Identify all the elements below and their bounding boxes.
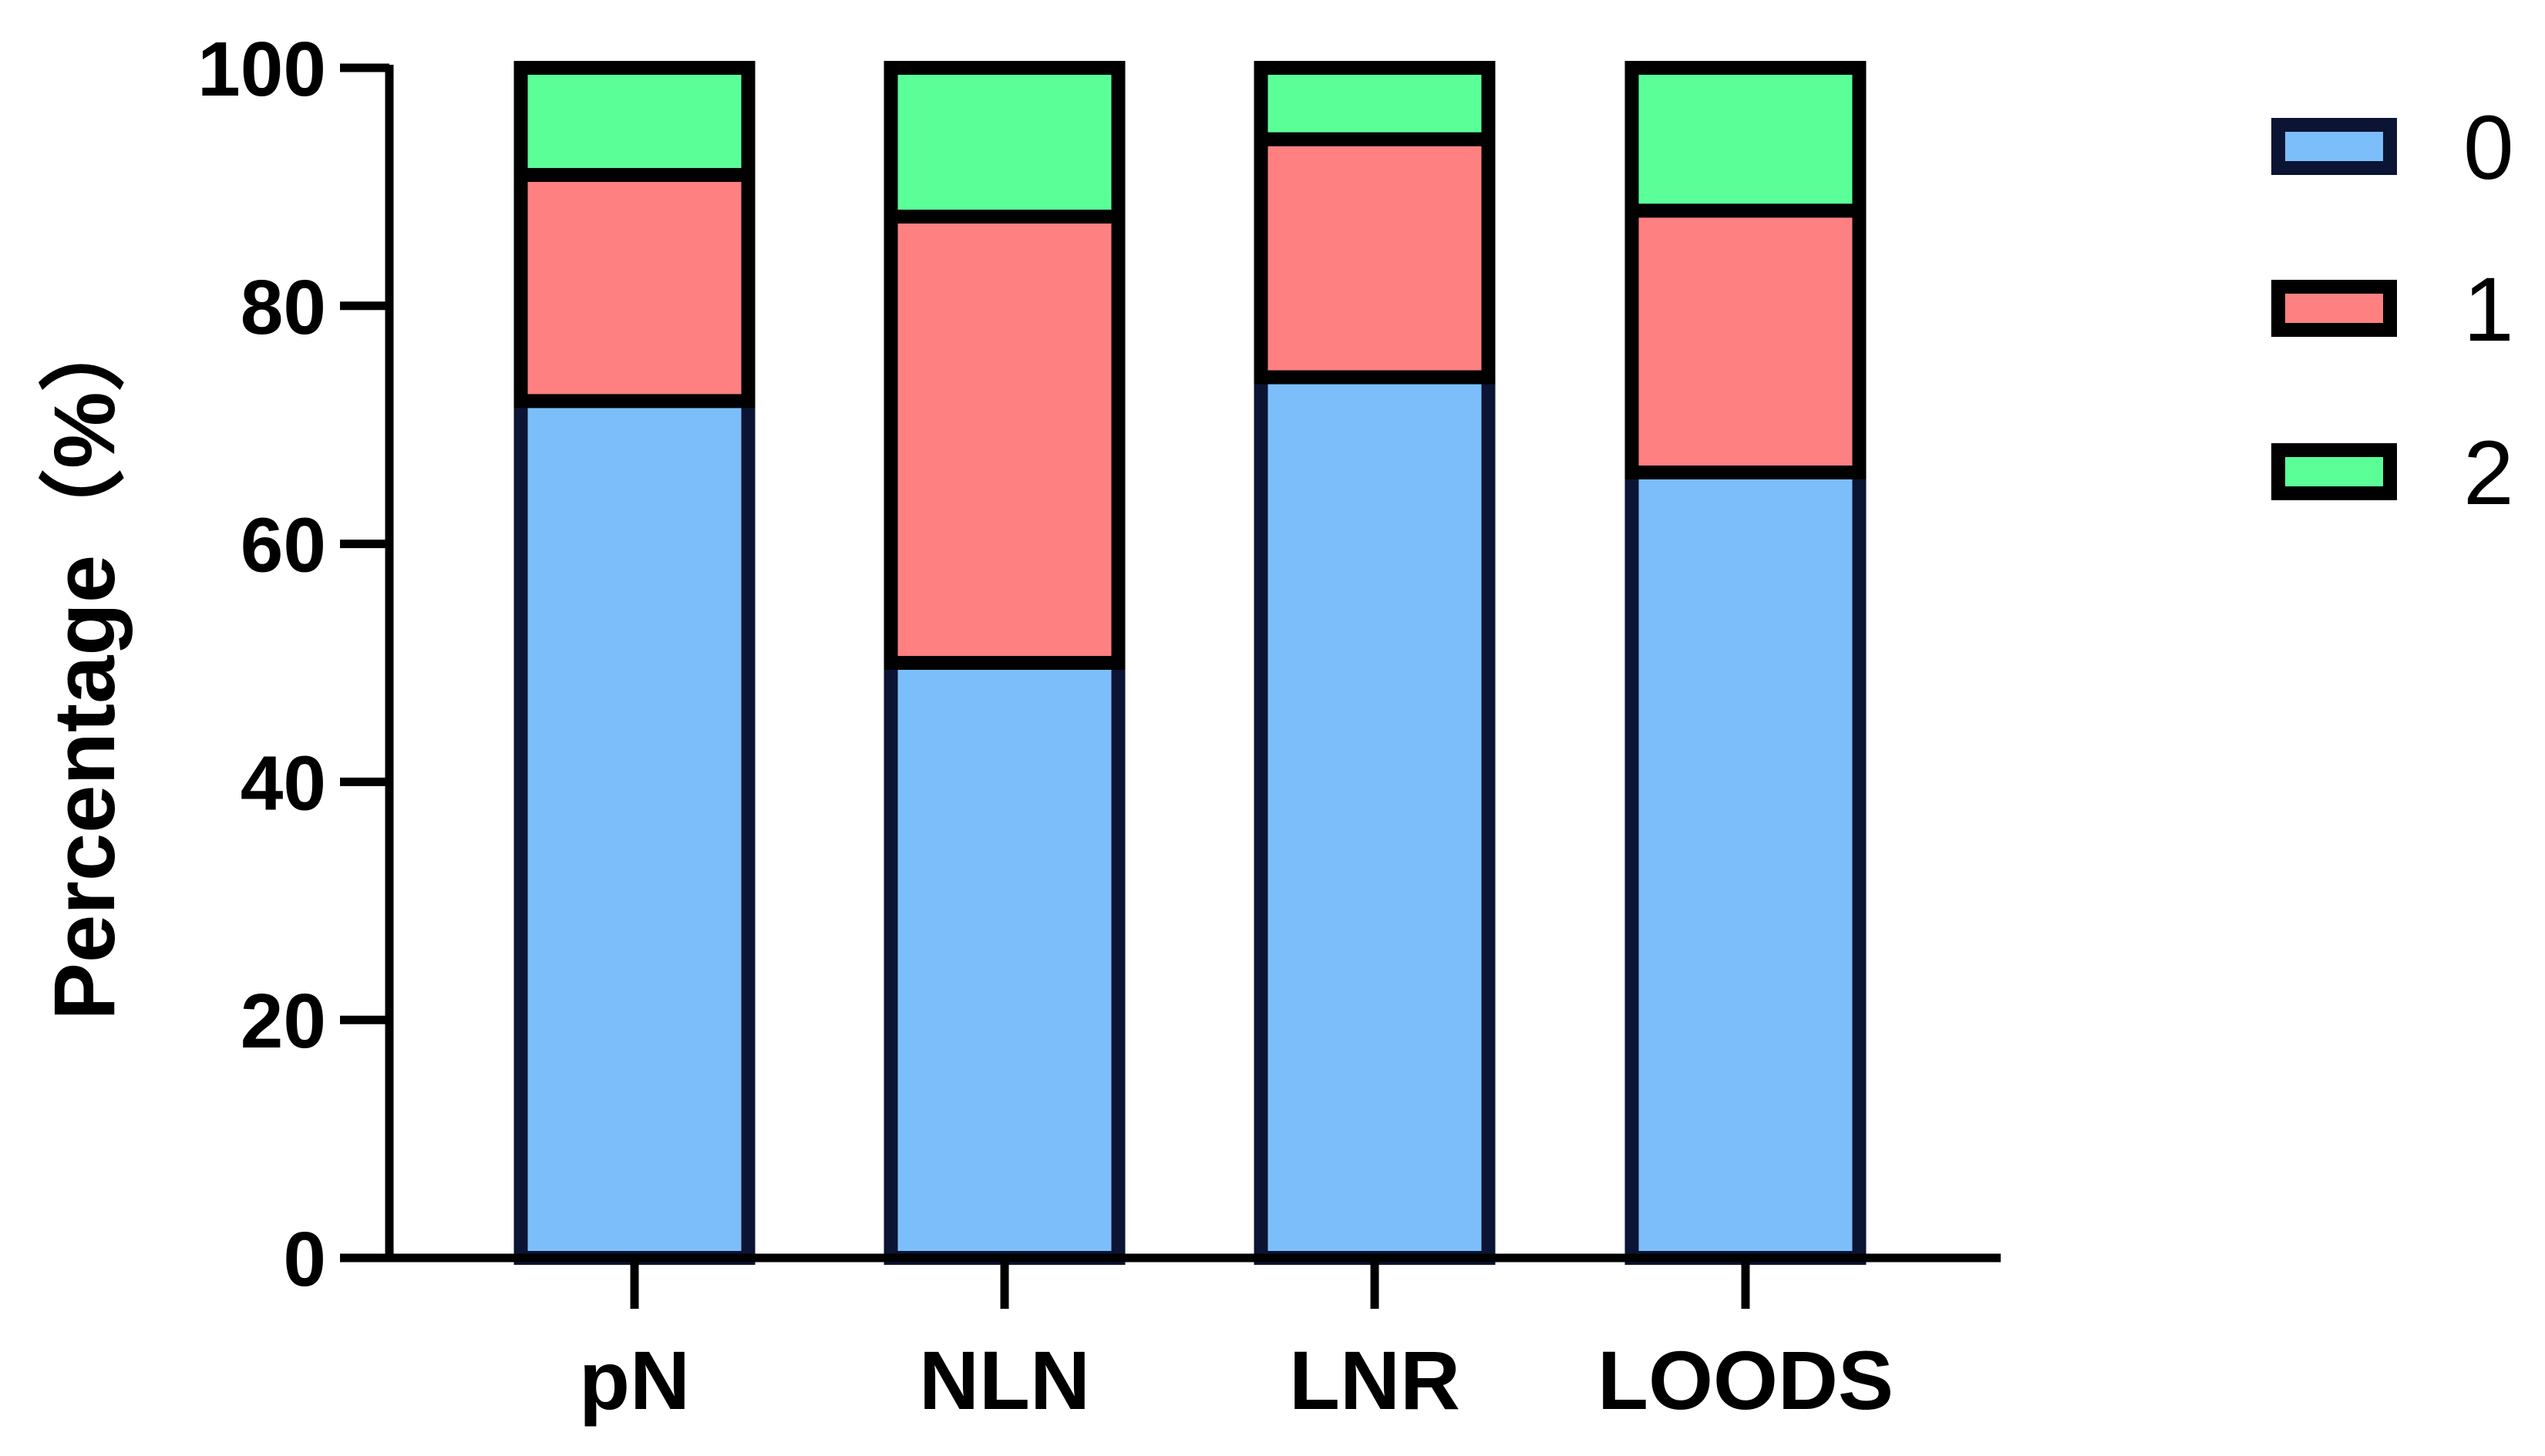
y-axis-title: Percentage（%） xyxy=(36,305,133,1020)
y-tick-label-20: 20 xyxy=(241,978,326,1064)
bar-segment-loods-series-2 xyxy=(1624,61,1867,218)
legend-label-1: 1 xyxy=(2463,259,2514,361)
labels-layer: 0 20 40 60 80 100 pN NLN LNR LOODS Percentage（%） xyxy=(36,26,1894,1427)
bar-segment-pn-series-0 xyxy=(513,394,756,1266)
legend-swatch-1 xyxy=(2271,280,2397,337)
y-tick-label-80: 80 xyxy=(241,264,326,351)
y-tick-label-100: 100 xyxy=(197,26,326,113)
bar-segment-lnr-series-1 xyxy=(1254,132,1496,385)
bar-segment-pn-series-1 xyxy=(513,167,756,409)
bar-segment-loods-series-1 xyxy=(1624,203,1867,479)
x-category-label-nln: NLN xyxy=(919,1333,1090,1427)
bar-segment-lnr-series-0 xyxy=(1254,370,1496,1266)
bar-segment-lnr-series-2 xyxy=(1254,61,1496,146)
legend-label-0: 0 xyxy=(2463,97,2514,199)
legend-swatch-0 xyxy=(2271,118,2397,175)
y-tick-label-40: 40 xyxy=(241,740,326,826)
legend: 0 1 2 xyxy=(2271,97,2514,524)
x-category-label-pn: pN xyxy=(579,1333,690,1427)
x-category-label-loods: LOODS xyxy=(1597,1333,1894,1427)
y-tick-label-60: 60 xyxy=(241,503,326,589)
x-category-label-lnr: LNR xyxy=(1289,1333,1460,1427)
bar-segment-pn-series-2 xyxy=(513,61,756,182)
bars-layer xyxy=(513,61,1867,1266)
bar-segment-nln-series-1 xyxy=(884,210,1126,670)
bar-segment-nln-series-0 xyxy=(884,656,1126,1265)
legend-swatch-2 xyxy=(2271,443,2397,500)
bar-segment-nln-series-2 xyxy=(884,61,1126,224)
bar-segment-loods-series-0 xyxy=(1624,465,1867,1265)
legend-label-2: 2 xyxy=(2463,422,2514,524)
y-tick-label-0: 0 xyxy=(283,1216,326,1303)
axes-layer xyxy=(340,63,2001,1309)
